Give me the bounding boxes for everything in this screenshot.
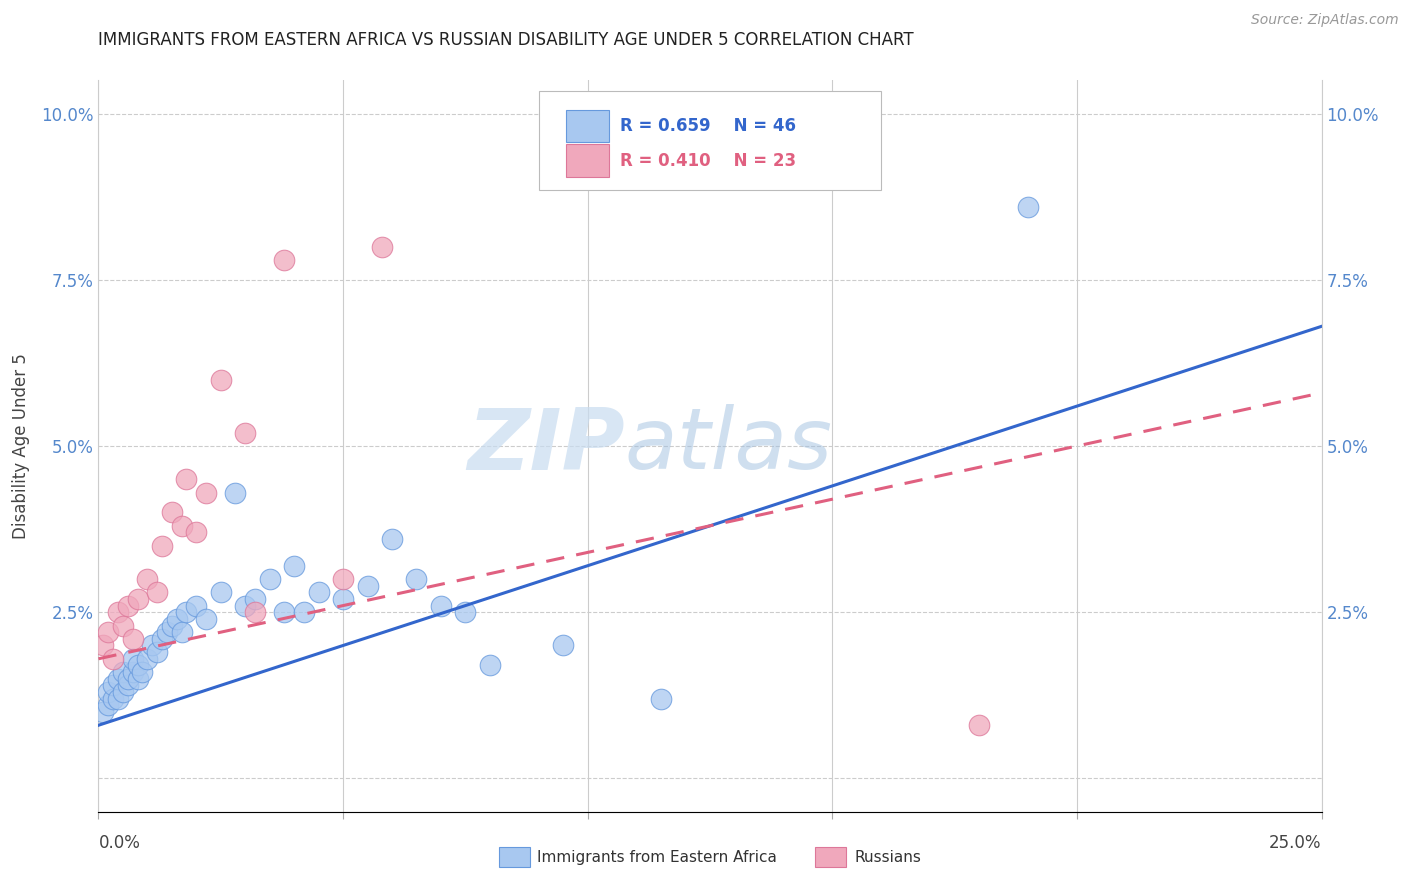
Text: R = 0.659    N = 46: R = 0.659 N = 46 bbox=[620, 117, 796, 135]
Point bbox=[127, 591, 149, 606]
FancyBboxPatch shape bbox=[565, 144, 609, 177]
Point bbox=[107, 691, 129, 706]
Point bbox=[111, 665, 134, 679]
Point bbox=[117, 599, 139, 613]
Point bbox=[150, 539, 173, 553]
Point bbox=[150, 632, 173, 646]
Point bbox=[176, 605, 198, 619]
Point bbox=[273, 605, 295, 619]
Point bbox=[381, 532, 404, 546]
Point bbox=[121, 665, 143, 679]
Point bbox=[243, 605, 266, 619]
Text: atlas: atlas bbox=[624, 404, 832, 488]
FancyBboxPatch shape bbox=[538, 91, 882, 190]
Point bbox=[131, 665, 153, 679]
Text: IMMIGRANTS FROM EASTERN AFRICA VS RUSSIAN DISABILITY AGE UNDER 5 CORRELATION CHA: IMMIGRANTS FROM EASTERN AFRICA VS RUSSIA… bbox=[98, 31, 914, 49]
Point bbox=[176, 472, 198, 486]
Point bbox=[127, 658, 149, 673]
Point bbox=[121, 632, 143, 646]
Y-axis label: Disability Age Under 5: Disability Age Under 5 bbox=[11, 353, 30, 539]
Point bbox=[283, 558, 305, 573]
Point bbox=[141, 639, 163, 653]
Point bbox=[121, 652, 143, 666]
Point bbox=[156, 625, 179, 640]
FancyBboxPatch shape bbox=[565, 110, 609, 143]
Point bbox=[371, 239, 394, 253]
Point bbox=[243, 591, 266, 606]
Point bbox=[1017, 200, 1039, 214]
Point bbox=[405, 572, 427, 586]
Point bbox=[186, 525, 208, 540]
Text: Immigrants from Eastern Africa: Immigrants from Eastern Africa bbox=[537, 850, 778, 864]
Point bbox=[160, 506, 183, 520]
Point bbox=[170, 518, 193, 533]
Point bbox=[233, 599, 256, 613]
Point bbox=[91, 705, 114, 719]
Point bbox=[91, 639, 114, 653]
Point bbox=[166, 612, 188, 626]
Point bbox=[160, 618, 183, 632]
Point bbox=[454, 605, 477, 619]
Point bbox=[273, 252, 295, 267]
Point bbox=[146, 645, 169, 659]
Point bbox=[136, 572, 159, 586]
Text: 0.0%: 0.0% bbox=[98, 834, 141, 852]
Point bbox=[101, 652, 124, 666]
Point bbox=[233, 425, 256, 440]
Text: Russians: Russians bbox=[855, 850, 922, 864]
Text: 25.0%: 25.0% bbox=[1270, 834, 1322, 852]
Text: ZIP: ZIP bbox=[467, 404, 624, 488]
Point bbox=[170, 625, 193, 640]
Point bbox=[117, 672, 139, 686]
Point bbox=[97, 698, 120, 713]
Point bbox=[195, 485, 218, 500]
Point bbox=[146, 585, 169, 599]
Point bbox=[127, 672, 149, 686]
Point bbox=[101, 691, 124, 706]
Point bbox=[107, 605, 129, 619]
Point bbox=[195, 612, 218, 626]
Point bbox=[259, 572, 281, 586]
Point bbox=[650, 691, 672, 706]
Point bbox=[332, 591, 354, 606]
Point bbox=[356, 579, 378, 593]
Point bbox=[111, 618, 134, 632]
Point bbox=[107, 672, 129, 686]
Text: R = 0.410    N = 23: R = 0.410 N = 23 bbox=[620, 152, 796, 169]
Point bbox=[111, 685, 134, 699]
Point bbox=[224, 485, 246, 500]
Point bbox=[332, 572, 354, 586]
Point bbox=[117, 678, 139, 692]
Point bbox=[292, 605, 315, 619]
Point bbox=[478, 658, 501, 673]
Point bbox=[209, 372, 232, 386]
Point bbox=[967, 718, 990, 732]
Text: Source: ZipAtlas.com: Source: ZipAtlas.com bbox=[1251, 13, 1399, 28]
Point bbox=[136, 652, 159, 666]
Point bbox=[209, 585, 232, 599]
Point bbox=[186, 599, 208, 613]
Point bbox=[101, 678, 124, 692]
Point bbox=[553, 639, 575, 653]
Point bbox=[97, 625, 120, 640]
Point bbox=[97, 685, 120, 699]
Point bbox=[308, 585, 330, 599]
Point bbox=[430, 599, 453, 613]
